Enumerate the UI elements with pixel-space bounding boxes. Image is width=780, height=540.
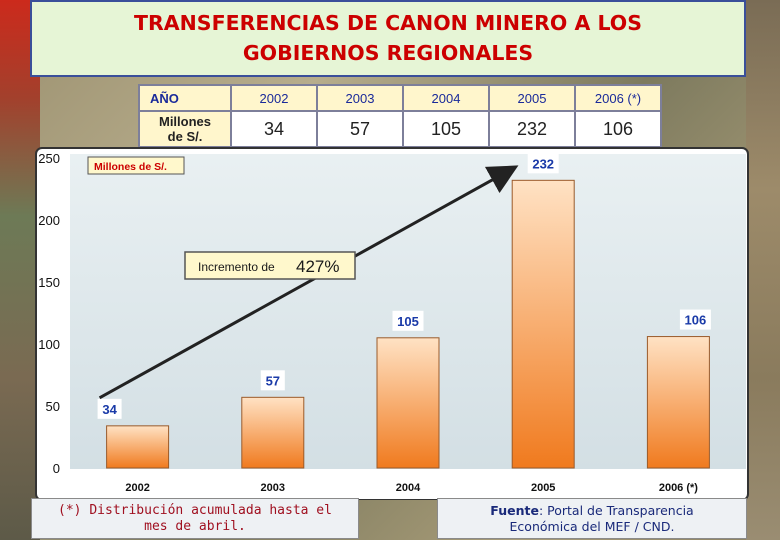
bars: 34 57 105 232 106	[97, 153, 711, 469]
source-label: Fuente	[490, 503, 539, 518]
table-year-cell: 2006 (*)	[574, 84, 662, 112]
data-label: 34	[102, 402, 117, 417]
footnote-line-1: (*) Distribución acumulada hasta el	[58, 503, 332, 518]
legend-box	[87, 156, 185, 175]
data-label-bg	[527, 153, 559, 174]
x-tick-label: 2002	[125, 482, 149, 494]
increase-arrow	[98, 165, 519, 400]
x-axis: 2002 2003 2004 2005 2006 (*)	[125, 482, 698, 494]
table-year-header: AÑO	[138, 84, 232, 112]
data-label: 105	[397, 314, 419, 329]
background-right-photo	[746, 0, 780, 540]
footnote-box: (*) Distribución acumulada hasta el mes …	[31, 498, 359, 539]
bar	[376, 337, 440, 469]
x-tick-label: 2005	[531, 482, 555, 494]
annotation-value: 427%	[296, 257, 339, 276]
table-year-cell: 2003	[316, 84, 404, 112]
y-tick-label: 100	[38, 337, 60, 352]
data-label-bg	[260, 370, 285, 391]
bar	[106, 425, 170, 469]
legend-label: Millones de S/.	[94, 161, 167, 173]
table-value-header-line-2: de S/.	[167, 129, 203, 144]
y-tick-label: 150	[38, 275, 60, 290]
source-box: Fuente: Portal de Transparencia Económic…	[437, 498, 747, 539]
y-axis: 0 50 100 150 200 250	[38, 151, 60, 476]
background-left-photo	[0, 0, 40, 540]
table-value-cell: 34	[230, 110, 318, 148]
y-tick-label: 200	[38, 213, 60, 228]
bar	[241, 396, 305, 469]
x-tick-label: 2003	[261, 482, 285, 494]
table-value-header: Millones de S/.	[138, 110, 232, 148]
table-row-values: Millones de S/. 34 57 105 232 106	[138, 110, 662, 148]
footnote-line-2: mes de abril.	[144, 519, 246, 534]
data-label-bg	[679, 309, 711, 330]
y-tick-label: 50	[46, 399, 60, 414]
source-line-1-text: : Portal de Transparencia	[538, 503, 694, 518]
table-row-years: AÑO 2002 2003 2004 2005 2006 (*)	[138, 84, 662, 112]
annotation-prefix: Incremento de	[198, 260, 275, 274]
bar	[511, 179, 575, 469]
annotation-box	[184, 251, 356, 280]
table-year-cell: 2004	[402, 84, 490, 112]
table-year-cell: 2002	[230, 84, 318, 112]
data-label-bg	[97, 398, 122, 419]
source-line-1: Fuente: Portal de Transparencia	[438, 503, 746, 519]
table-value-cell: 232	[488, 110, 576, 148]
title-line-2: GOBIERNOS REGIONALES	[242, 41, 534, 65]
table-value-cell: 106	[574, 110, 662, 148]
title-line-1: TRANSFERENCIAS DE CANON MINERO A LOS	[134, 11, 642, 35]
source-line-2: Económica del MEF / CND.	[509, 519, 675, 534]
y-tick-label: 0	[53, 461, 60, 476]
table-value-cell: 105	[402, 110, 490, 148]
legend: Millones de S/.	[87, 156, 185, 175]
increase-annotation: Incremento de 427%	[184, 251, 356, 280]
table-year-cell: 2005	[488, 84, 576, 112]
x-tick-label: 2004	[396, 482, 421, 494]
table-value-cell: 57	[316, 110, 404, 148]
values-table: AÑO 2002 2003 2004 2005 2006 (*) Millone…	[138, 84, 662, 148]
table-value-header-line-1: Millones	[158, 114, 211, 129]
y-tick-label: 250	[38, 151, 60, 166]
data-label: 106	[685, 313, 707, 328]
bar	[646, 336, 710, 469]
data-label: 57	[266, 373, 280, 388]
data-label-bg	[392, 310, 424, 331]
data-label: 232	[532, 156, 554, 171]
bar-chart: 0 50 100 150 200 250 34 57 105 232 106 2002 2003 20…	[0, 140, 780, 501]
slide-title: TRANSFERENCIAS DE CANON MINERO A LOS GOB…	[30, 0, 746, 77]
x-tick-label: 2006 (*)	[659, 482, 698, 494]
